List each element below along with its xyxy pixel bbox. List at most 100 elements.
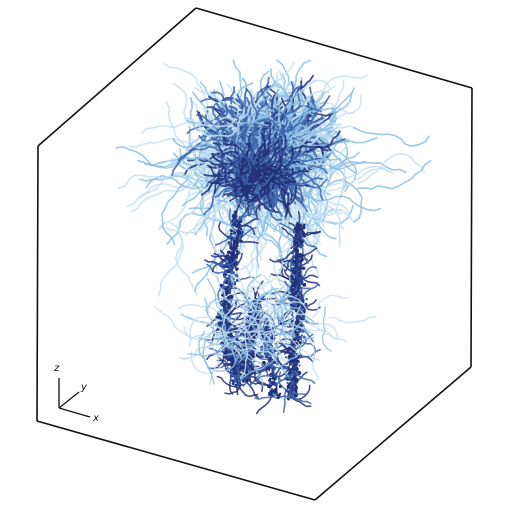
- vortex-tube: [200, 169, 221, 196]
- vortex-tube: [222, 334, 266, 357]
- vortex-tube: [277, 248, 300, 261]
- vortex-tube: [242, 379, 259, 399]
- vortex-tube: [259, 307, 306, 316]
- vortex-tube: [188, 331, 231, 348]
- vortex-tube: [261, 156, 292, 165]
- vortex-tube: [232, 273, 271, 296]
- box-edge: [37, 7, 197, 147]
- vortex-tube: [267, 319, 301, 356]
- vortex-tube: [240, 286, 284, 309]
- vortex-bead: [232, 236, 237, 241]
- vortex-bead: [297, 370, 302, 376]
- vortex-tube: [232, 225, 241, 250]
- vortex-tube: [277, 169, 310, 179]
- vortex-tube: [269, 318, 293, 331]
- vortex-tube: [226, 329, 273, 336]
- vortex-tube: [240, 346, 264, 390]
- vortex-tube: [213, 259, 237, 266]
- vortex-bead: [294, 384, 298, 388]
- vortex-bead: [226, 250, 231, 254]
- vortex-tube: [295, 242, 308, 261]
- vortex-tube: [230, 275, 255, 315]
- vortex-tube: [285, 89, 305, 133]
- vortex-tube: [297, 240, 309, 264]
- vortex-tube: [260, 101, 288, 137]
- vortex-tube: [118, 168, 196, 190]
- vortex-bead: [234, 266, 237, 269]
- vortex-tube: [266, 336, 290, 378]
- vortex-tube: [178, 340, 223, 359]
- vortex-tube: [232, 154, 246, 185]
- vortex-tube: [239, 331, 249, 379]
- vortex-tube: [237, 182, 261, 204]
- vortex-bead: [296, 360, 300, 364]
- vortex-tube: [276, 341, 292, 360]
- vortex-bead: [295, 332, 299, 337]
- vortex-tube: [194, 86, 241, 110]
- vortex-bead: [266, 373, 269, 376]
- vortex-tube: [227, 252, 243, 273]
- vortex-tube: [235, 370, 239, 396]
- vortex-tube: [276, 116, 324, 136]
- vortex-tube: [281, 330, 321, 361]
- vortex-tube: [242, 154, 252, 185]
- vortex-tube: [288, 222, 301, 244]
- vortex-tube: [235, 218, 259, 228]
- vortex-tube: [211, 91, 228, 134]
- vortex-tube: [245, 356, 251, 381]
- vortex-tube: [300, 177, 328, 189]
- vortex-tube: [270, 290, 295, 296]
- vortex-bead: [297, 329, 302, 334]
- vortex-tube: [267, 363, 291, 370]
- vortex-tube: [159, 200, 232, 234]
- vortex-tube: [275, 373, 296, 388]
- bounding-box: [36, 7, 473, 501]
- vortex-tube: [243, 315, 276, 345]
- vortex-tube: [225, 143, 249, 165]
- vortex-bead: [231, 270, 236, 275]
- vortex-tube: [285, 250, 300, 272]
- vortex-tube: [276, 134, 287, 167]
- vortex-tube: [157, 220, 185, 297]
- vortex-tube: [206, 263, 228, 275]
- vortex-tube: [311, 165, 390, 188]
- vortex-tube: [262, 129, 272, 162]
- vortex-tube: [240, 352, 281, 380]
- vortex-bead: [268, 391, 272, 395]
- vortex-tube: [278, 154, 293, 182]
- vortex-tube: [311, 294, 349, 319]
- vortex-tube: [297, 261, 304, 286]
- vortex-tube: [267, 319, 309, 336]
- axis-triad: z y x: [53, 363, 99, 424]
- z-axis-label: z: [53, 363, 60, 374]
- vortex-tube: [291, 379, 307, 396]
- vortex-tube: [294, 247, 318, 260]
- vortex-tube: [251, 165, 281, 175]
- vortex-tube: [229, 315, 253, 327]
- vortex-tube: [291, 90, 330, 121]
- vortex-tube: [357, 159, 432, 190]
- vortex-tube: [210, 272, 239, 311]
- vortex-bead: [235, 260, 238, 264]
- vortex-tube: [260, 146, 287, 168]
- vortex-tube: [240, 146, 259, 172]
- vortex-bead: [302, 226, 306, 230]
- vortex-tube: [252, 303, 264, 323]
- vortex-tube: [145, 175, 221, 190]
- vortex-bead: [265, 370, 269, 373]
- vortex-tube: [290, 193, 354, 225]
- vortex-tube: [285, 144, 308, 169]
- vortex-bead: [302, 335, 306, 339]
- vortex-bead: [226, 292, 229, 295]
- vortex-tube: [242, 265, 270, 305]
- vortex-tube: [247, 327, 296, 334]
- vortex-tube: [230, 276, 255, 285]
- box-edge: [36, 420, 316, 501]
- vortex-bead: [227, 322, 230, 326]
- vortex-bead: [235, 268, 238, 271]
- vortex-tube: [269, 292, 309, 315]
- vortex-tube: [226, 273, 257, 310]
- vortex-tube: [240, 309, 290, 314]
- vortex-bead: [300, 282, 303, 286]
